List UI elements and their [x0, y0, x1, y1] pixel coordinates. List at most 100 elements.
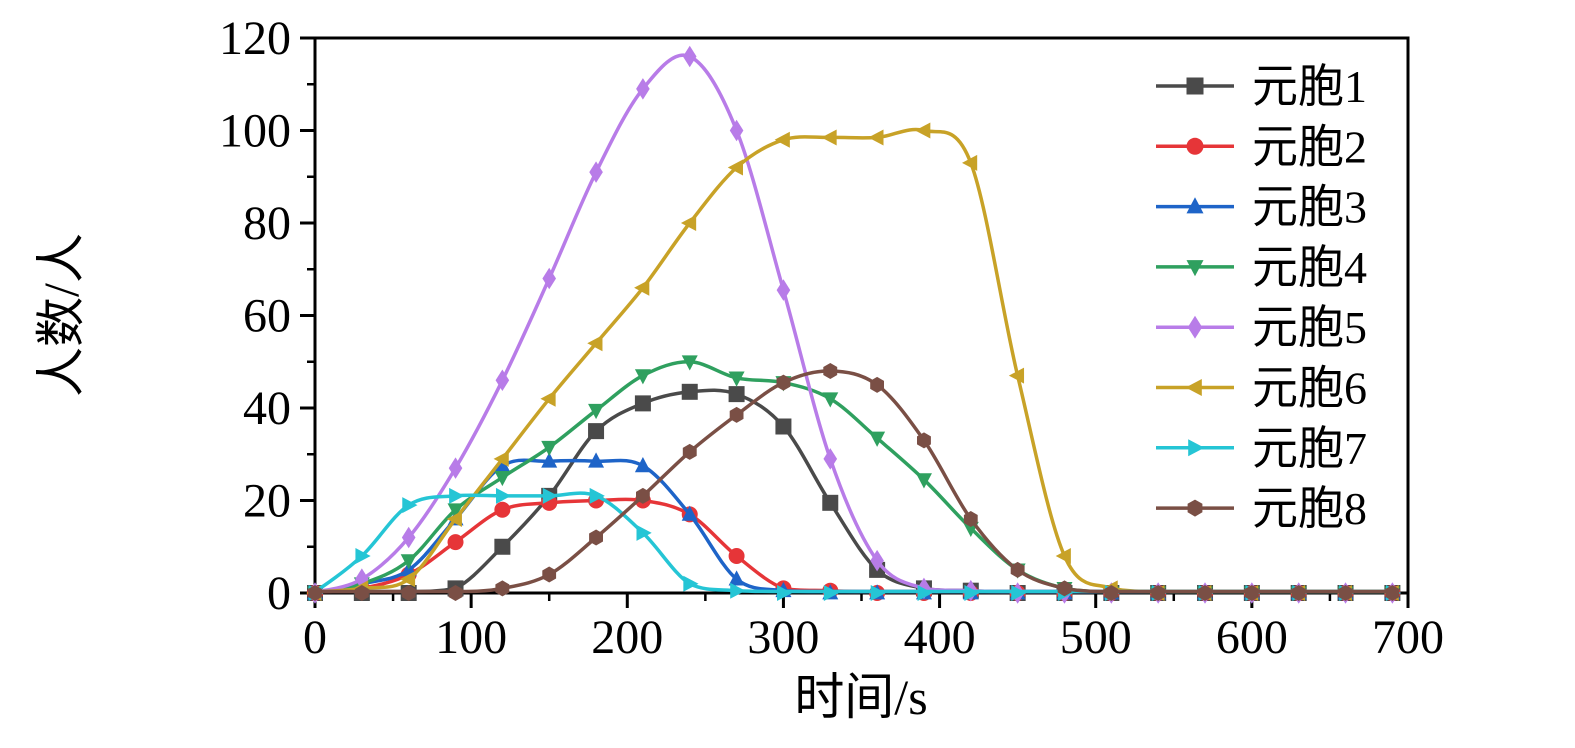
marker-hexagon: [963, 511, 978, 527]
marker-hexagon: [542, 566, 557, 583]
marker-circle: [1186, 137, 1204, 155]
marker-triangle-right: [683, 575, 699, 592]
marker-triangle-left: [915, 122, 931, 139]
marker-triangle-down: [494, 470, 511, 487]
marker-hexagon: [917, 432, 931, 449]
marker-hexagon: [1244, 585, 1259, 601]
marker-triangle-up: [728, 570, 745, 586]
marker-circle: [728, 548, 745, 564]
marker-hexagon: [401, 585, 416, 601]
marker-hexagon: [1057, 580, 1072, 597]
marker-triangle-down: [728, 371, 745, 387]
series-line: [314, 360, 1393, 594]
marker-triangle-down: [915, 473, 932, 489]
y-tick-label: 80: [243, 197, 291, 250]
legend-item: 元胞5: [1156, 302, 1367, 353]
marker-triangle-right: [589, 487, 605, 504]
marker-triangle-up: [681, 505, 698, 521]
marker-triangle-down: [1186, 260, 1204, 277]
marker-triangle-left: [821, 129, 837, 146]
marker-triangle-down: [634, 369, 651, 385]
y-tick-label: 120: [219, 12, 291, 65]
marker-diamond: [870, 549, 884, 572]
marker-hexagon: [1385, 585, 1400, 601]
x-tick-label: 100: [435, 611, 507, 664]
legend-label: 元胞6: [1252, 363, 1367, 414]
marker-triangle-left: [493, 450, 509, 467]
marker-triangle-down: [681, 355, 698, 371]
marker-triangle-left: [399, 571, 416, 588]
marker-triangle-left: [446, 511, 462, 527]
series-8: [308, 363, 1400, 601]
marker-triangle-left: [1055, 548, 1071, 564]
legend-item: 元胞7: [1156, 423, 1367, 474]
marker-triangle-left: [727, 159, 743, 176]
marker-diamond: [495, 369, 510, 392]
marker-square: [634, 395, 651, 412]
marker-hexagon: [1338, 585, 1353, 601]
x-tick-label: 300: [747, 611, 819, 664]
marker-triangle-right: [449, 487, 465, 504]
marker-triangle-down: [588, 403, 605, 420]
y-tick-label: 0: [267, 567, 291, 620]
marker-hexagon: [682, 443, 697, 460]
marker-triangle-right: [777, 585, 793, 601]
legend-item: 元胞2: [1156, 121, 1367, 172]
legend-item: 元胞6: [1156, 363, 1367, 414]
marker-triangle-right: [355, 548, 371, 564]
legend-label: 元胞3: [1252, 182, 1367, 233]
marker-square: [728, 386, 745, 403]
marker-triangle-right: [964, 585, 980, 601]
legend-item: 元胞1: [1156, 61, 1367, 112]
legend-item: 元胞8: [1156, 483, 1367, 534]
marker-triangle-down: [822, 392, 839, 408]
marker-triangle-left: [634, 279, 650, 296]
legend-label: 元胞8: [1252, 483, 1367, 534]
x-tick-label: 400: [904, 611, 976, 664]
marker-triangle-right: [870, 585, 886, 601]
marker-triangle-down: [447, 503, 464, 519]
marker-hexagon: [1198, 585, 1212, 601]
legend-label: 元胞5: [1252, 302, 1367, 353]
marker-triangle-right: [1188, 439, 1205, 457]
series-line: [314, 53, 1393, 594]
y-tick-label: 40: [243, 382, 291, 435]
y-axis-label: 人数/人: [33, 233, 89, 397]
marker-diamond: [823, 448, 838, 470]
marker-triangle-left: [774, 131, 790, 148]
marker-triangle-right: [402, 497, 418, 514]
series-2: [307, 492, 1401, 601]
marker-hexagon: [729, 406, 744, 423]
marker-diamond: [729, 119, 744, 142]
marker-diamond: [589, 161, 603, 183]
marker-hexagon: [870, 376, 884, 393]
marker-triangle-up: [541, 452, 558, 468]
marker-triangle-left: [962, 154, 978, 171]
x-tick-label: 700: [1372, 611, 1444, 664]
marker-hexagon: [589, 529, 603, 546]
marker-square: [588, 423, 605, 440]
x-tick-label: 600: [1216, 611, 1288, 664]
marker-diamond: [542, 267, 557, 290]
marker-triangle-left: [680, 215, 697, 231]
marker-hexagon: [636, 487, 650, 504]
legend-label: 元胞7: [1252, 423, 1367, 474]
marker-diamond: [1187, 315, 1203, 339]
marker-square: [775, 418, 792, 435]
x-tick-label: 0: [303, 611, 327, 664]
x-axis-label: 时间/s: [794, 669, 927, 725]
x-tick-label: 500: [1060, 611, 1132, 664]
marker-diamond: [682, 45, 697, 68]
marker-square: [494, 538, 511, 555]
marker-square: [1186, 77, 1204, 95]
y-tick-label: 20: [243, 475, 291, 528]
marker-diamond: [448, 457, 463, 479]
marker-triangle-left: [868, 129, 884, 146]
marker-triangle-up: [634, 457, 651, 473]
plot-frame: [313, 36, 1410, 595]
series-line: [315, 369, 1393, 594]
y-tick-label: 60: [243, 290, 291, 343]
marker-triangle-right: [495, 487, 512, 504]
marker-diamond: [776, 279, 791, 301]
